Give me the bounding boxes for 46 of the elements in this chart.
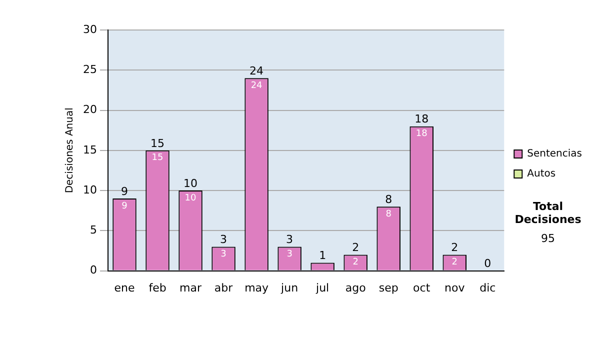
x-tick-label: mar	[180, 281, 202, 294]
total-label: 1	[319, 249, 326, 262]
total-label: 2	[352, 241, 360, 254]
total-label: 8	[385, 192, 392, 206]
total-label: 2	[451, 241, 458, 254]
data-label: 8	[386, 209, 392, 220]
y-tick-label: 20	[82, 103, 97, 116]
data-label: 2	[452, 258, 458, 268]
x-tick-label: abr	[214, 281, 234, 294]
total-label: 3	[220, 233, 228, 246]
y-tick-label: 0	[90, 264, 97, 277]
y-tick-label: 30	[82, 22, 97, 36]
y-tick-label: 5	[90, 224, 97, 237]
y-tick-label: 25	[82, 62, 97, 76]
total-label: 24	[250, 64, 264, 78]
data-label: 18	[416, 129, 428, 140]
text: 95	[540, 232, 556, 245]
x-tick-label: jul	[315, 281, 330, 294]
y-axis-title: Decisiones Anual	[64, 108, 76, 194]
total-label: 0	[484, 257, 492, 270]
total-label: 3	[286, 233, 294, 246]
x-tick-label: ene	[114, 281, 135, 294]
data-label: 10	[184, 193, 197, 204]
x-tick-label: sep	[378, 281, 398, 294]
x-tick-label: jun	[280, 281, 298, 294]
x-tick-label: feb	[148, 281, 166, 294]
y-tick-label: 15	[82, 143, 97, 156]
data-label: 3	[286, 250, 292, 260]
x-tick-label: ago	[345, 281, 366, 294]
x-tick-label: dic	[480, 281, 496, 294]
x-tick-label: may	[244, 281, 270, 294]
total-label: 15	[150, 136, 165, 150]
legend-label: Autos	[527, 168, 556, 180]
legend-label: Sentencias	[527, 148, 582, 160]
x-tick-label: oct	[413, 281, 431, 294]
data-label: 2	[352, 258, 358, 268]
data-label: 15	[152, 153, 164, 164]
data-label: 3	[220, 250, 226, 260]
data-label: 9	[122, 201, 128, 212]
text: Total Decisiones	[514, 200, 582, 226]
total-label: 9	[121, 184, 128, 198]
x-tick-label: nov	[444, 281, 466, 294]
total-label: 10	[184, 176, 198, 190]
data-label: 24	[250, 81, 263, 92]
total-label: 18	[414, 112, 429, 126]
y-tick-label: 10	[82, 183, 97, 196]
